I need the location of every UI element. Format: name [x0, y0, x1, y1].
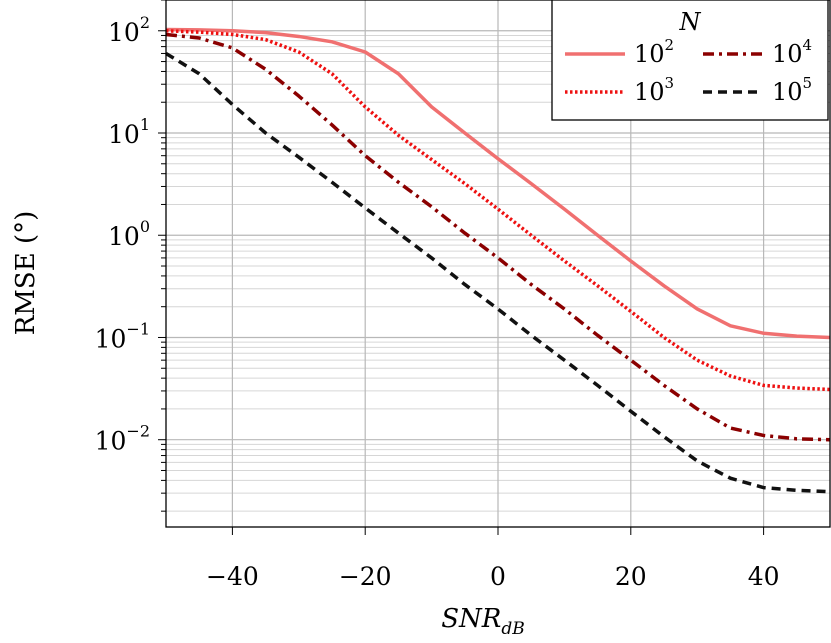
x-tick-label: −20 [339, 562, 392, 591]
series-group [165, 27, 831, 494]
legend-label-2: 103 [634, 74, 674, 106]
legend-label-exp: 2 [665, 36, 675, 54]
y-tick-label-exp: 1 [140, 115, 150, 134]
y-tick-label-base: 10 [108, 18, 140, 47]
x-tick-label: −40 [206, 562, 259, 591]
legend-label-base: 10 [634, 78, 665, 106]
y-tick-label: 101 [108, 115, 150, 149]
y-tick-label: 100 [108, 217, 150, 251]
y-tick-label-exp: 2 [140, 13, 150, 32]
y-tick-label: 10−2 [95, 422, 150, 456]
series-line-1 [165, 27, 831, 340]
x-axis-label-base: SNR [441, 604, 501, 634]
y-tick-label-base: 10 [95, 427, 127, 456]
x-tick-label: 20 [615, 562, 647, 591]
y-tick-label: 102 [108, 13, 150, 47]
legend-label-exp: 3 [665, 74, 675, 92]
x-tick-label: 0 [490, 562, 506, 591]
legend-label-exp: 5 [803, 74, 813, 92]
series-line-3 [165, 32, 831, 442]
x-tick-label: 40 [748, 562, 780, 591]
y-tick-label-exp: −2 [126, 422, 150, 441]
y-tick-label-base: 10 [95, 324, 127, 353]
y-axis-label: RMSE (°) [11, 211, 41, 336]
legend-label-3: 104 [772, 36, 812, 68]
legend-label-base: 10 [772, 78, 803, 106]
legend-label-1: 102 [634, 36, 674, 68]
y-tick-label-exp: −1 [126, 319, 150, 338]
legend-label-base: 10 [772, 40, 803, 68]
y-tick-label-exp: 0 [140, 217, 150, 236]
legend-label-base: 10 [634, 40, 665, 68]
legend-box [551, 0, 829, 121]
series-line-4 [165, 51, 831, 494]
y-tick-label-base: 10 [108, 222, 140, 251]
y-tick-label-base: 10 [108, 120, 140, 149]
legend-title: N [679, 8, 702, 36]
x-axis-label-sub: dB [501, 619, 524, 639]
series-line-2 [165, 29, 831, 392]
x-axis-label: SNRdB [441, 604, 525, 639]
legend-label-exp: 4 [803, 36, 813, 54]
legend-label-4: 105 [772, 74, 812, 106]
y-tick-label: 10−1 [95, 319, 150, 353]
